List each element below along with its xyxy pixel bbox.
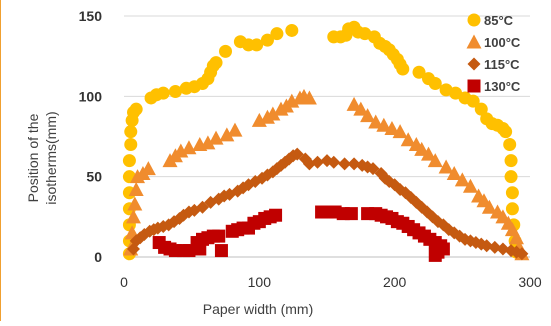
accent-border: [0, 0, 1, 321]
legend-label: 100°C: [484, 35, 521, 50]
data-point: [347, 157, 361, 171]
data-point: [462, 178, 478, 193]
series-100c: [123, 88, 530, 261]
data-point: [480, 239, 494, 253]
data-point: [466, 94, 480, 108]
data-point: [515, 247, 529, 261]
data-point: [428, 76, 442, 90]
y-tick-label: 0: [94, 249, 102, 265]
data-point: [168, 85, 182, 99]
legend-label: 85°C: [484, 13, 514, 28]
data-point: [156, 86, 170, 100]
legend-label: 115°C: [484, 57, 520, 72]
legend-marker: [466, 34, 482, 49]
data-point: [265, 106, 281, 121]
y-axis-label-line-2: isotherms(mm): [43, 111, 59, 204]
data-point: [124, 138, 138, 152]
data-point: [353, 101, 369, 116]
data-point: [496, 242, 510, 256]
data-point: [392, 124, 408, 139]
data-point: [400, 132, 416, 147]
x-tick-label: 200: [383, 274, 407, 290]
data-point: [208, 130, 224, 145]
data-point: [219, 44, 232, 58]
x-tick-label: 0: [120, 274, 128, 290]
data-point: [384, 120, 400, 135]
data-point: [127, 196, 143, 211]
data-point: [505, 202, 519, 216]
data-point: [181, 140, 197, 155]
axes: 0 50 100 150 0 100 200 300: [79, 8, 542, 290]
data-point: [302, 157, 316, 171]
data-point: [508, 230, 524, 245]
data-point: [260, 33, 274, 47]
data-point: [227, 122, 243, 137]
data-point: [396, 62, 410, 76]
data-point: [376, 117, 392, 132]
data-point: [214, 244, 228, 258]
legend-label: 130°C: [484, 79, 521, 94]
data-point: [128, 182, 144, 197]
y-axis-label-line-1: Position of the: [25, 113, 41, 202]
data-point: [209, 56, 223, 70]
data-point: [360, 108, 376, 123]
data-point: [446, 165, 462, 180]
data-point: [368, 114, 384, 129]
data-point: [301, 90, 317, 105]
data-point: [125, 209, 141, 224]
data-point: [488, 240, 502, 254]
data-point: [421, 146, 436, 161]
data-point: [129, 102, 143, 116]
legend: 85°C 100°C 115°C 130°C: [466, 13, 521, 94]
data-point: [344, 207, 358, 221]
data-point: [122, 154, 136, 168]
data-point: [270, 27, 284, 41]
data-point: [327, 155, 341, 169]
y-tick-label: 100: [79, 88, 103, 104]
legend-marker: [467, 13, 481, 27]
data-point: [505, 186, 519, 200]
data-point: [412, 65, 426, 79]
data-point: [200, 135, 216, 150]
data-point: [438, 159, 454, 174]
gridlines: [124, 15, 530, 258]
legend-marker: [467, 79, 481, 93]
data-point: [427, 153, 443, 168]
data-point: [481, 199, 497, 214]
data-point: [338, 157, 352, 171]
data-series: [122, 20, 530, 262]
data-point: [504, 154, 518, 168]
data-point: [212, 229, 226, 243]
data-point: [311, 155, 325, 169]
data-point: [499, 125, 513, 139]
data-point: [248, 174, 262, 188]
data-point: [219, 127, 235, 142]
legend-marker: [467, 57, 481, 71]
x-axis-label: Paper width (mm): [203, 301, 313, 317]
y-tick-label: 50: [86, 169, 102, 185]
data-point: [140, 161, 156, 176]
data-point: [193, 242, 207, 256]
data-point: [454, 172, 470, 187]
series-115c: [126, 147, 529, 261]
data-point: [124, 125, 138, 139]
series-85c: [122, 20, 523, 261]
axis-labels: Position of the isotherms(mm) Paper widt…: [25, 111, 313, 317]
data-point: [250, 38, 264, 52]
data-point: [269, 208, 283, 222]
series-130c: [152, 205, 450, 262]
x-tick-label: 100: [248, 274, 272, 290]
data-point: [285, 23, 299, 37]
data-point: [474, 102, 488, 116]
x-tick-label: 300: [518, 274, 542, 290]
data-point: [504, 170, 518, 184]
data-point: [503, 138, 517, 152]
data-point: [428, 248, 442, 262]
y-tick-label: 150: [79, 8, 103, 24]
